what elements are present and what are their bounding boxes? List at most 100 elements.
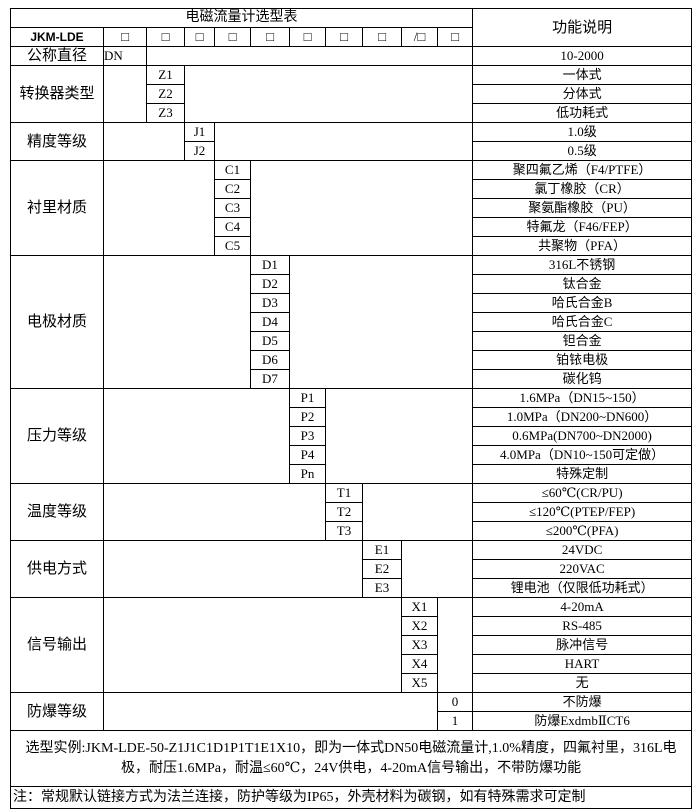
option-code: P3	[289, 426, 326, 446]
option-code: P2	[289, 407, 326, 427]
option-desc: 低功耗式	[472, 103, 693, 123]
option-desc: ≤60℃(CR/PU)	[472, 483, 693, 503]
example-text: 选型实例:JKM-LDE-50-Z1J1C1D1P1T1E1X10，即为一体式D…	[9, 730, 693, 787]
option-row: 防爆等级 0 不防爆	[10, 692, 693, 731]
code-box: □	[184, 27, 215, 47]
option-code: E1	[362, 540, 402, 560]
option-row: X2 RS-485	[11, 616, 693, 636]
option-code: C3	[214, 198, 251, 218]
option-code: E3	[362, 578, 402, 598]
option-desc: 铂铱电极	[472, 350, 693, 370]
option-row: C3 聚氨酯橡胶（PU）	[11, 198, 693, 218]
option-code: Pn	[289, 464, 326, 484]
option-desc: 24VDC	[472, 540, 693, 560]
option-code: T1	[325, 483, 363, 503]
title-row: 电磁流量计选型表 功能说明	[9, 8, 693, 47]
empty-cell	[436, 597, 474, 693]
option-row: E3 锂电池（仅限低功耗式）	[11, 578, 693, 598]
option-code: J2	[184, 141, 215, 161]
option-row: X5 无	[11, 673, 693, 693]
option-desc: 共聚物（PFA）	[472, 236, 693, 256]
option-desc: 无	[472, 673, 693, 693]
option-desc: 316L不锈钢	[472, 255, 693, 275]
empty-cell	[103, 122, 185, 161]
option-code: D7	[250, 369, 290, 389]
option-code: 1	[436, 711, 474, 731]
option-row: D2 钛合金	[11, 274, 693, 294]
option-desc: RS-485	[472, 616, 693, 636]
group-label: 精度等级	[10, 122, 104, 161]
option-row: P2 1.0MPa（DN200~DN600）	[11, 407, 693, 427]
option-desc: 钽合金	[472, 331, 693, 351]
option-desc: 0.5级	[472, 141, 693, 161]
option-row: D4 哈氏合金C	[11, 312, 693, 332]
empty-cell	[213, 122, 474, 161]
diameter-row: 公称直径 DN 10-2000	[10, 46, 693, 66]
code-box: □	[362, 27, 402, 47]
option-code: P1	[289, 388, 326, 408]
option-code: D5	[250, 331, 290, 351]
note-row: 注：常规默认链接方式为法兰连接，防护等级为IP65，外壳材料为碳钢，如有特殊需求…	[9, 786, 693, 809]
empty-cell	[400, 540, 474, 598]
option-code: Z2	[146, 84, 185, 104]
code-box: □	[146, 27, 185, 47]
example-row: 选型实例:JKM-LDE-50-Z1J1C1D1P1T1E1X10，即为一体式D…	[9, 730, 693, 787]
option-code: D1	[250, 255, 290, 275]
option-row: 转换器类型 Z1 一体式	[10, 65, 693, 123]
option-code: X4	[401, 654, 438, 674]
option-code: T3	[325, 521, 363, 541]
code-box: □	[103, 27, 147, 47]
option-desc: 聚氨酯橡胶（PU）	[472, 198, 693, 218]
option-desc: 220VAC	[472, 559, 693, 579]
code-box: /□	[401, 27, 438, 47]
option-row: J2 0.5级	[11, 141, 693, 161]
option-desc: ≤120℃(PTEP/FEP)	[472, 502, 693, 522]
option-desc: 1.0级	[472, 122, 693, 142]
option-code: J1	[184, 122, 215, 142]
option-row: 1 防爆ExdmbⅡCT6	[11, 711, 693, 731]
option-row: 供电方式 E1 24VDC	[10, 540, 693, 598]
option-code: P4	[289, 445, 326, 465]
option-code: Z3	[146, 103, 185, 123]
option-desc: HART	[472, 654, 693, 674]
option-row: D6 铂铱电极	[11, 350, 693, 370]
diameter-label: 公称直径	[10, 46, 104, 66]
option-code: 0	[436, 692, 474, 712]
option-row: X3 脉冲信号	[11, 635, 693, 655]
option-desc: 锂电池（仅限低功耗式）	[472, 578, 693, 598]
option-row: T3 ≤200℃(PFA)	[11, 521, 693, 541]
empty-cell	[103, 597, 402, 693]
option-code: D6	[250, 350, 290, 370]
option-code: C5	[214, 236, 251, 256]
option-desc: 一体式	[472, 65, 693, 85]
option-row: D3 哈氏合金B	[11, 293, 693, 313]
group-label: 压力等级	[10, 388, 104, 484]
code-box: □	[250, 27, 290, 47]
option-code: Z1	[146, 65, 185, 85]
empty-cell	[103, 483, 326, 541]
option-desc: 不防爆	[472, 692, 693, 712]
option-code: C4	[214, 217, 251, 237]
option-row: 电极材质 D1 316L不锈钢	[10, 255, 693, 389]
table-title: 电磁流量计选型表	[9, 8, 474, 28]
option-row: T2 ≤120℃(PTEP/FEP)	[11, 502, 693, 522]
diameter-desc: 10-2000	[472, 46, 693, 66]
group-label: 电极材质	[10, 255, 104, 389]
group-label: 温度等级	[10, 483, 104, 541]
option-code: D3	[250, 293, 290, 313]
option-desc: 脉冲信号	[472, 635, 693, 655]
model-code: JKM-LDE	[10, 27, 104, 47]
option-code: C1	[214, 160, 251, 180]
option-code: D2	[250, 274, 290, 294]
option-desc: 特殊定制	[472, 464, 693, 484]
code-box: □	[289, 27, 326, 47]
option-desc: 分体式	[472, 84, 693, 104]
code-box: □	[214, 27, 251, 47]
empty-cell	[324, 388, 474, 484]
option-row: 精度等级 J1 1.0级	[10, 122, 693, 161]
empty-cell	[103, 160, 215, 256]
option-row: X4 HART	[11, 654, 693, 674]
option-row: 温度等级 T1 ≤60℃(CR/PU)	[10, 483, 693, 541]
empty-cell	[103, 692, 438, 731]
group-label: 转换器类型	[10, 65, 104, 123]
